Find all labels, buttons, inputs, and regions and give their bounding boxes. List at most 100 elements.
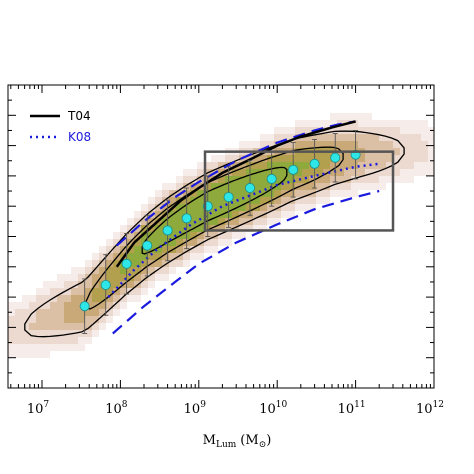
density-cell [351,120,358,127]
density-cell [162,274,169,281]
density-cell [295,169,302,176]
density-cell [246,190,253,197]
density-cell [8,337,15,344]
density-cell [92,316,99,323]
density-cell [393,162,400,169]
density-cell [295,120,302,127]
density-contour [141,166,288,255]
density-cell [302,190,309,197]
density-cell [50,344,57,351]
density-cell [169,260,176,267]
density-cell [386,155,393,162]
density-cell [274,162,281,169]
density-cell [43,302,50,309]
density-cell [358,169,365,176]
density-cell [57,344,64,351]
density-cell [211,197,218,204]
density-cell [218,218,225,225]
density-cell [36,316,43,323]
median-point [223,192,234,203]
density-cell [316,169,323,176]
density-cell [8,351,15,358]
density-cell [99,260,106,267]
density-cell [309,120,316,127]
density-cell [148,281,155,288]
density-cell [211,204,218,211]
density-cell [400,169,407,176]
density-cell [239,169,246,176]
density-cell [218,155,225,162]
density-contour [24,130,405,338]
density-cell [113,309,120,316]
density-cell [64,281,71,288]
density-cell [421,127,428,134]
density-cell [64,330,71,337]
density-cell [288,190,295,197]
density-cell [162,260,169,267]
density-cell [253,141,260,148]
density-cell [337,176,344,183]
density-cell [239,232,246,239]
density-cell [246,141,253,148]
density-cell [71,274,78,281]
density-cell [351,183,358,190]
density-cell [316,162,323,169]
density-cell [274,218,281,225]
legend-label-t04: T04 [67,109,91,123]
density-cell [351,190,358,197]
density-cell [190,211,197,218]
density-cell [323,169,330,176]
density-cell [99,295,106,302]
density-cell [78,344,85,351]
density-cell [365,127,372,134]
density-cell [309,197,316,204]
density-cell [99,302,106,309]
density-cell [274,211,281,218]
density-cell [141,288,148,295]
density-cell [78,316,85,323]
density-cell [316,120,323,127]
density-cell [260,141,267,148]
density-cell [106,246,113,253]
density-cell [113,246,120,253]
density-cell [393,141,400,148]
density-cell [190,190,197,197]
density-cell [106,253,113,260]
density-cell [358,155,365,162]
density-cell [365,183,372,190]
density-cell [281,197,288,204]
density-cell [99,267,106,274]
density-cell [365,120,372,127]
density-cell [36,295,43,302]
density-cell [211,162,218,169]
density-cell [372,141,379,148]
density-cell [155,232,162,239]
density-cell [393,134,400,141]
density-cell [113,239,120,246]
density-cell [274,190,281,197]
density-cell [379,176,386,183]
density-cell [414,127,421,134]
density-cell [169,218,176,225]
density-cell [421,155,428,162]
density-cell [218,239,225,246]
density-cell [330,169,337,176]
density-cell [71,281,78,288]
density-cell [267,169,274,176]
density-cell [365,155,372,162]
density-cell [50,281,57,288]
density-cell [169,225,176,232]
density-cell [71,323,78,330]
density-cell [323,120,330,127]
density-cell [92,323,99,330]
density-cell [120,288,127,295]
density-cell [372,127,379,134]
density-cell [22,344,29,351]
density-cell [197,169,204,176]
density-cell [337,169,344,176]
density-cell [211,183,218,190]
density-cell [120,302,127,309]
density-cell [421,134,428,141]
median-points [79,129,361,334]
density-cell [148,246,155,253]
